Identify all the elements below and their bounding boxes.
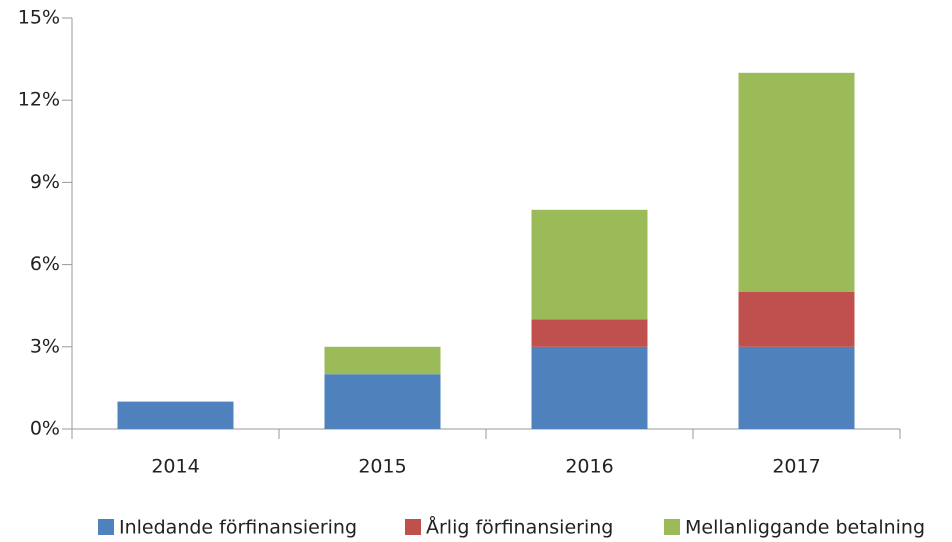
bar-segment (324, 374, 441, 429)
y-tick-label: 6% (30, 253, 60, 275)
bar-segment (531, 346, 648, 429)
y-tick-label: 0% (30, 418, 60, 440)
bar-segment (324, 346, 441, 375)
legend-label: Mellanliggande betalning (685, 517, 925, 539)
legend-swatch (405, 519, 421, 535)
x-tick-label: 2014 (151, 456, 199, 478)
bar-segment (531, 319, 648, 347)
y-tick-label: 12% (18, 89, 60, 111)
legend-swatch (98, 519, 114, 535)
bar-segment (738, 346, 855, 429)
legend-label: Inledande förfinansiering (119, 517, 357, 539)
legend-label: Årlig förfinansiering (426, 516, 613, 539)
y-tick-label: 9% (30, 171, 60, 193)
bar-segment (117, 401, 234, 429)
x-tick-label: 2017 (772, 456, 820, 478)
y-tick-label: 3% (30, 335, 60, 357)
bar-segment (738, 292, 855, 347)
x-tick-label: 2016 (565, 456, 613, 478)
bar-segment (531, 209, 648, 320)
bar-segment (738, 72, 855, 292)
y-tick-label: 15% (18, 7, 60, 29)
legend-swatch (664, 519, 680, 535)
x-tick-label: 2015 (358, 456, 406, 478)
